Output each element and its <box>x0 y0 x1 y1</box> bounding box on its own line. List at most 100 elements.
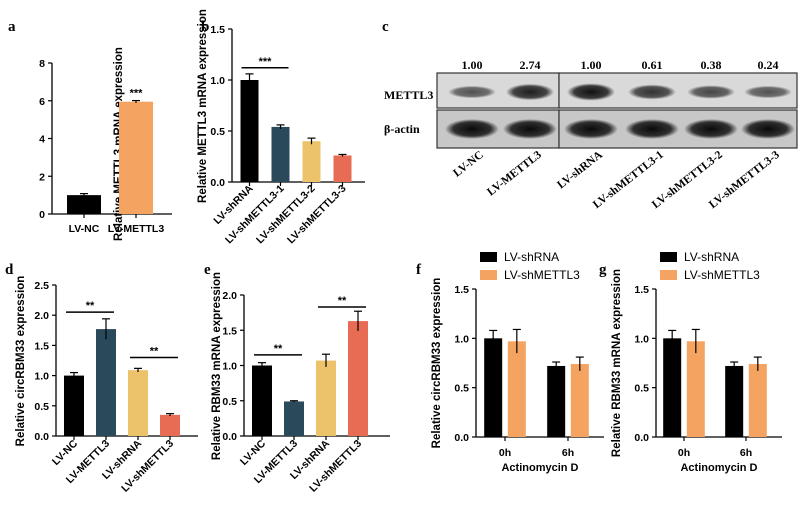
legend-label-g-0: LV-shRNA <box>684 250 739 264</box>
y-tick-label-g-2: 1.0 <box>634 333 649 345</box>
y-axis-title-d: Relative circRBM33 expression <box>15 276 27 447</box>
band-actin-left-0 <box>445 119 499 139</box>
row-label-actin: β-actin <box>384 122 420 136</box>
legend-label-g-1: LV-shMETTL3 <box>684 268 760 282</box>
legend-swatch-g-1 <box>660 270 677 280</box>
y-tick-label-e-3: 1.5 <box>222 325 237 337</box>
bar-b-0 <box>240 80 259 182</box>
y-tick-label-a-1: 2 <box>39 171 45 183</box>
y-tick-label-a-3: 6 <box>39 96 45 108</box>
y-tick-label-a-2: 4 <box>39 134 45 146</box>
bar-f-1-1 <box>570 363 589 437</box>
lane-label-left-1: LV-METTL3 <box>485 149 544 199</box>
bar-b-1 <box>271 126 290 182</box>
y-tick-label-e-2: 1.0 <box>222 361 237 373</box>
bar-e-2 <box>316 360 336 436</box>
band-mettl3-right-1 <box>628 84 676 100</box>
bar-g-1-1 <box>748 363 767 437</box>
panel-label-g: g <box>599 262 607 278</box>
y-tick-label-d-0: 0.0 <box>34 431 49 443</box>
y-tick-label-d-1: 0.5 <box>34 401 49 413</box>
category-label-a-0: LV-NC <box>69 223 100 235</box>
x-axis-title-g: Actinomycin D <box>680 462 757 474</box>
y-tick-label-d-3: 1.5 <box>34 340 49 352</box>
legend-swatch-g-0 <box>660 252 677 262</box>
bar-d-3 <box>160 414 180 436</box>
legend-label-f-0: LV-shRNA <box>504 250 559 264</box>
significance-b-0: *** <box>259 56 273 68</box>
row-label-mettl3: METTL3 <box>384 88 433 102</box>
y-tick-label-e-4: 2.0 <box>222 290 237 302</box>
category-label-f-0: 0h <box>499 447 511 459</box>
bar-g-1-0 <box>725 365 744 437</box>
significance-a-0: *** <box>130 88 144 100</box>
y-tick-label-a-0: 0 <box>39 209 45 221</box>
category-label-f-1: 6h <box>562 447 574 459</box>
panel-label-d: d <box>5 262 14 278</box>
y-tick-label-f-1: 0.5 <box>454 383 469 395</box>
bar-e-3 <box>348 321 368 436</box>
legend-swatch-f-1 <box>480 270 497 280</box>
significance-e-0: ** <box>274 343 283 355</box>
bar-a-0 <box>67 195 101 214</box>
legend-label-f-1: LV-shMETTL3 <box>504 268 580 282</box>
chart-panel-f: 0.0 0.5 1.0 1.5 Relative circRBM33 expressio… <box>431 250 604 474</box>
y-axis-title-g: Relative RBM33 mRNA expression <box>611 269 623 457</box>
y-tick-label-b-2: 1.0 <box>210 75 225 87</box>
band-mettl3-left-1 <box>506 83 554 101</box>
legend-swatch-f-0 <box>480 252 497 262</box>
band-mettl3-left-0 <box>448 85 496 99</box>
bar-g-0-0 <box>663 338 682 437</box>
category-label-g-1: 6h <box>740 447 752 459</box>
x-axis-title-f: Actinomycin D <box>501 462 578 474</box>
bar-d-1 <box>96 329 116 436</box>
chart-panel-d: 0.0 0.5 1.0 1.5 2.0 2.5 Relative circRBM33 exp… <box>15 276 198 495</box>
y-tick-label-e-0: 0.0 <box>222 431 237 443</box>
quantification-right-2: 0.38 <box>701 58 722 72</box>
y-tick-label-b-0: 0.0 <box>210 177 225 189</box>
y-tick-label-f-3: 1.5 <box>454 284 469 296</box>
y-tick-label-d-4: 2.0 <box>34 310 49 322</box>
bar-d-0 <box>64 375 84 436</box>
western-blot-panel: 1.00LV-NC2.74LV-METTL31.00LV-shRNA0.61LV… <box>384 58 798 211</box>
bar-e-0 <box>252 365 272 436</box>
significance-d-1: ** <box>150 345 159 357</box>
bar-f-0-0 <box>484 338 503 437</box>
quantification-right-3: 0.24 <box>758 58 779 72</box>
bar-f-1-0 <box>547 365 566 437</box>
panel-label-b: b <box>201 19 209 35</box>
panel-label-a: a <box>8 19 16 35</box>
y-axis-title-f: Relative circRBM33 expression <box>431 278 443 449</box>
category-label-b-3: LV-shMETTL3-3 <box>285 183 349 247</box>
y-axis-title-e: Relative RBM33 mRNA expression <box>211 272 223 460</box>
y-tick-label-f-0: 0.0 <box>454 432 469 444</box>
band-mettl3-right-2 <box>687 85 735 99</box>
lane-label-right-0: LV-shRNA <box>555 148 605 191</box>
band-actin-right-3 <box>741 119 795 139</box>
band-mettl3-right-3 <box>744 85 792 99</box>
bar-d-2 <box>128 370 148 436</box>
chart-panel-g: 0.0 0.5 1.0 1.5 Relative RBM33 mRNA expressi… <box>611 250 782 474</box>
y-tick-label-e-1: 0.5 <box>222 396 237 408</box>
panel-label-f: f <box>416 262 422 278</box>
panel-label-c: c <box>382 19 389 35</box>
bar-b-2 <box>302 141 321 182</box>
significance-e-1: ** <box>338 295 347 307</box>
significance-d-0: ** <box>86 300 95 312</box>
category-label-e-0: LV-NC <box>238 437 269 468</box>
quantification-right-1: 0.61 <box>642 58 663 72</box>
category-label-a-1: LV-METTL3 <box>108 223 165 235</box>
y-axis-title-b: Relative METTL3 mRNA expression <box>197 9 209 203</box>
y-tick-label-b-3: 1.5 <box>210 24 225 36</box>
bar-b-3 <box>333 155 352 182</box>
bar-e-1 <box>284 401 304 436</box>
quantification-right-0: 1.00 <box>581 58 602 72</box>
y-tick-label-a-4: 8 <box>39 58 45 70</box>
y-tick-label-f-2: 1.0 <box>454 333 469 345</box>
y-tick-label-d-5: 2.5 <box>34 280 49 292</box>
quantification-left-1: 2.74 <box>520 58 541 72</box>
